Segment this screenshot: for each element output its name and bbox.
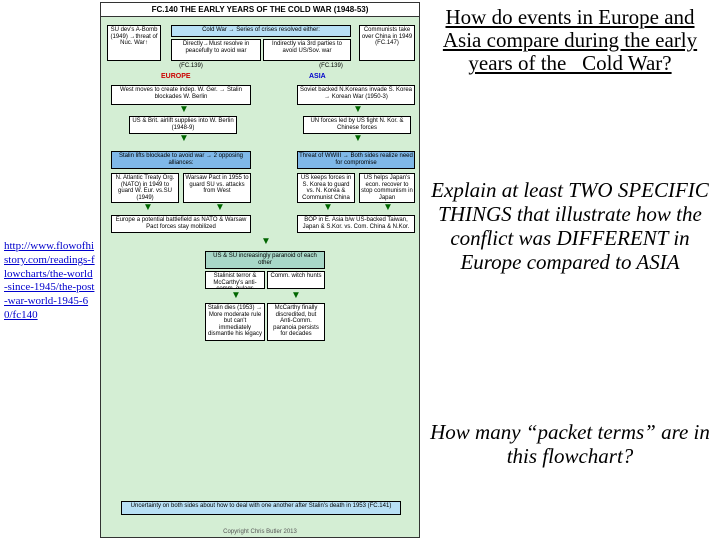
arrow-down-icon: ▼ xyxy=(261,237,271,247)
flowchart-node: BOP in E. Asia b/w US-backed Taiwan, Jap… xyxy=(297,215,415,233)
source-link[interactable]: http://www.flowofhistory.com/readings-fl… xyxy=(4,240,96,323)
flowchart-node: West moves to create indep. W. Ger. → St… xyxy=(111,85,251,105)
region-label: ASIA xyxy=(309,73,326,80)
flowchart-node: Cold War → Series of crises resolved eit… xyxy=(171,25,351,37)
flowchart-panel: FC.140 THE EARLY YEARS OF THE COLD WAR (… xyxy=(100,2,420,538)
flowchart-node: Stalinist terror & McCarthy's anti-comm.… xyxy=(205,271,265,289)
flowchart-node: Uncertainty on both sides about how to d… xyxy=(121,501,401,515)
arrow-down-icon: ▼ xyxy=(353,105,363,115)
arrow-down-icon: ▼ xyxy=(143,203,153,213)
flowchart-node: Europe a potential battlefield as NATO &… xyxy=(111,215,251,233)
flowchart-node: Warsaw Pact in 1955 to guard SU vs. atta… xyxy=(183,173,251,203)
question-2: Explain at least TWO SPECIFIC THINGS tha… xyxy=(430,178,710,275)
flowchart-node: US keeps forces in S. Korea to guard vs.… xyxy=(297,173,355,203)
flowchart-node: UN forces led by US fight N. Kor. & Chin… xyxy=(303,116,411,134)
flowchart-node: Indirectly via 3rd parties to avoid US/S… xyxy=(263,39,351,61)
arrow-down-icon: ▼ xyxy=(383,203,393,213)
arrow-down-icon: ▼ xyxy=(323,203,333,213)
flowchart-node: US & Brit. airlift supplies into W. Berl… xyxy=(129,116,237,134)
flowchart-node: (FC.139) xyxy=(171,62,211,70)
arrow-down-icon: ▼ xyxy=(215,203,225,213)
flowchart-node: Stalin lifts blockade to avoid war → 2 o… xyxy=(111,151,251,169)
flowchart-node: Threat of WWIII → Both sides realize nee… xyxy=(297,151,415,169)
flowchart-node: SU dev's A-Bomb (1949) →threat of Nuc. W… xyxy=(107,25,161,61)
region-label: EUROPE xyxy=(161,73,191,80)
arrow-down-icon: ▼ xyxy=(291,291,301,301)
copyright-text: Copyright Chris Butler 2013 xyxy=(101,529,419,535)
flowchart-node: Stalin dies (1953) → More moderate rule … xyxy=(205,303,265,341)
flowchart-node: N. Atlantic Treaty Org. (NATO) in 1949 t… xyxy=(111,173,179,203)
flowchart-node: (FC.139) xyxy=(311,62,351,70)
flowchart-node: McCarthy finally discredited, but Anti-C… xyxy=(267,303,325,341)
question-3: How many “packet terms” are in this flow… xyxy=(430,420,710,468)
flowchart-node: US & SU increasingly paranoid of each ot… xyxy=(205,251,325,269)
arrow-down-icon: ▼ xyxy=(231,291,241,301)
chart-title: FC.140 THE EARLY YEARS OF THE COLD WAR (… xyxy=(101,3,419,17)
arrow-down-icon: ▼ xyxy=(353,134,363,144)
question-1: How do events in Europe and Asia compare… xyxy=(430,6,710,75)
flowchart-node: Directly→Must resolve in peacefully to a… xyxy=(171,39,261,61)
flowchart-node: Comm. witch hunts xyxy=(267,271,325,289)
flowchart-node: Communists take over China in 1949 (FC.1… xyxy=(359,25,415,61)
flowchart-node: Soviet backed N.Koreans invade S. Korea … xyxy=(297,85,415,105)
arrow-down-icon: ▼ xyxy=(179,105,189,115)
flowchart-node: US helps Japan's econ. recover to stop c… xyxy=(359,173,415,203)
arrow-down-icon: ▼ xyxy=(179,134,189,144)
